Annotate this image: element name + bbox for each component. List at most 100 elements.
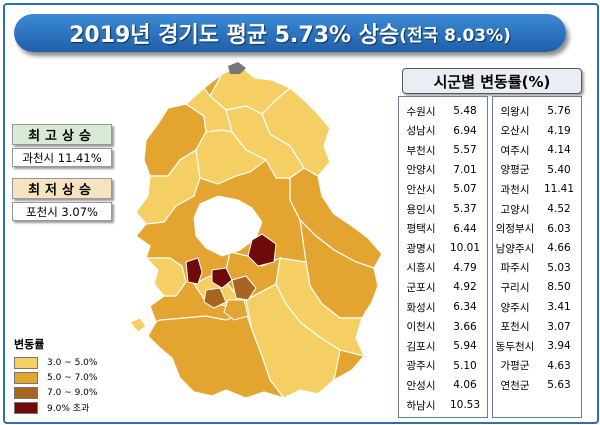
table-title: 시군별 변동률(%) — [402, 68, 582, 94]
title-text: 2019년 경기도 평균 5.73% 상승 (전국 8.03%) — [14, 14, 566, 52]
region-name: 부천시 — [406, 144, 436, 157]
region-hanam — [247, 233, 277, 267]
table-row: 안양시 7.01 — [399, 160, 487, 180]
table-left-column: 수원시 5.48 성남시 6.94 부천시 5.57 안양시 7.01 안산시 5.07 용인시 5.… — [398, 96, 488, 418]
region-west-mid — [135, 149, 201, 225]
table-row: 연천군 5.63 — [493, 375, 581, 395]
region-center-north — [195, 129, 268, 185]
region-value: 5.40 — [547, 163, 571, 176]
legend-label-3: 7.0 ~ 9.0% — [47, 387, 98, 398]
region-value: 5.94 — [453, 340, 477, 353]
title-main: 2019년 경기도 평균 5.73% 상승 — [69, 23, 400, 48]
table-row: 부천시 5.57 — [399, 140, 487, 160]
title-sub: (전국 8.03%) — [399, 25, 511, 46]
region-name: 화성시 — [406, 301, 436, 314]
region-value: 4.19 — [547, 124, 571, 137]
region-value: 5.63 — [547, 379, 571, 392]
region-name: 구리시 — [500, 281, 530, 294]
region-value: 4.92 — [453, 281, 477, 294]
region-anyang — [203, 287, 227, 309]
region-value: 6.44 — [453, 222, 477, 235]
legend-item: 7.0 ~ 9.0% — [14, 385, 129, 400]
table-row: 안산시 5.07 — [399, 179, 487, 199]
lowest-header: 최저상승 — [12, 178, 112, 199]
region-gwangmyeong — [185, 257, 203, 285]
region-name: 양주시 — [500, 301, 530, 314]
region-value: 3.66 — [453, 320, 477, 333]
region-name: 안성시 — [406, 379, 436, 392]
region-name: 용인시 — [406, 203, 436, 216]
region-value: 8.50 — [547, 281, 571, 294]
legend-item: 3.0 ~ 5.0% — [14, 355, 129, 370]
highest-value: 과천시 11.41% — [12, 148, 112, 167]
region-value: 4.63 — [547, 359, 571, 372]
legend-title: 변동률 — [14, 338, 45, 351]
region-name: 남양주시 — [495, 242, 535, 255]
legend-swatch-2 — [14, 371, 38, 384]
region-value: 4.79 — [453, 261, 477, 274]
island-2 — [228, 62, 246, 74]
map-legend: 변동률 3.0 ~ 5.0% 5.0 ~ 7.0% 7.0 ~ 9.0% 9.0… — [14, 336, 129, 415]
table-row: 여주시 4.14 — [493, 140, 581, 160]
region-value: 10.01 — [449, 242, 481, 255]
legend-swatch-1 — [14, 356, 38, 369]
highest-header: 최고상승 — [12, 124, 112, 145]
region-value: 10.53 — [449, 399, 481, 411]
region-value: 4.14 — [547, 144, 571, 157]
table-row: 이천시 3.66 — [399, 317, 487, 337]
region-name: 가평군 — [500, 360, 530, 373]
table-row: 구리시 8.50 — [493, 277, 581, 297]
region-value: 5.76 — [547, 105, 571, 117]
region-name: 포천시 — [500, 321, 530, 334]
table-row: 가평군 4.63 — [493, 356, 581, 376]
title-banner: 2019년 경기도 평균 5.73% 상승 (전국 8.03%) — [14, 14, 566, 52]
table-row: 김포시 5.94 — [399, 336, 487, 356]
table-row: 과천시 11.41 — [493, 179, 581, 199]
table-row: 의왕시 5.76 — [493, 101, 581, 121]
lowest-card: 최저상승 포천시 3.07% — [12, 178, 112, 221]
table-row: 성남시 6.94 — [399, 121, 487, 141]
table-row: 동두천시 3.94 — [493, 336, 581, 356]
legend-swatch-4 — [14, 401, 38, 414]
table-row: 광명시 10.01 — [399, 238, 487, 258]
region-name: 동두천시 — [495, 340, 535, 353]
table-row: 파주시 5.03 — [493, 258, 581, 278]
table-row: 오산시 4.19 — [493, 121, 581, 141]
table-row: 포천시 3.07 — [493, 317, 581, 337]
table-row: 양평군 5.40 — [493, 160, 581, 180]
region-value: 4.06 — [453, 379, 477, 392]
legend-item: 5.0 ~ 7.0% — [14, 370, 129, 385]
region-value: 4.52 — [547, 203, 571, 215]
region-name: 연천군 — [500, 379, 530, 392]
region-value: 6.94 — [453, 124, 477, 137]
table-right-column: 의왕시 5.76 오산시 4.19 여주시 4.14 양평군 5.40 과천시 11.41 고양시 4… — [492, 96, 582, 418]
region-name: 시흥시 — [406, 262, 436, 275]
region-west-coast — [144, 257, 187, 297]
lowest-value: 포천시 3.07% — [12, 202, 112, 221]
region-name: 이천시 — [406, 321, 436, 334]
region-value: 6.34 — [453, 301, 477, 313]
region-value: 5.03 — [547, 261, 571, 274]
table-row: 광주시 5.10 — [399, 356, 487, 376]
legend-label-1: 3.0 ~ 5.0% — [47, 357, 98, 368]
table-row: 양주시 3.41 — [493, 297, 581, 317]
island-1 — [129, 317, 147, 333]
table-row: 의정부시 6.03 — [493, 219, 581, 239]
region-value: 7.01 — [453, 163, 477, 176]
region-name: 하남시 — [406, 399, 436, 412]
region-name: 수원시 — [406, 105, 436, 118]
region-value: 3.41 — [547, 301, 571, 313]
highest-card: 최고상승 과천시 11.41% — [12, 124, 112, 167]
region-name: 군포시 — [406, 281, 436, 294]
table-row: 군포시 4.92 — [399, 277, 487, 297]
region-name: 광주시 — [406, 360, 436, 373]
table-row: 안성시 4.06 — [399, 375, 487, 395]
table-row: 시흥시 4.79 — [399, 258, 487, 278]
legend-label-4: 9.0% 초과 — [47, 404, 90, 414]
region-gwacheon — [211, 267, 233, 289]
table-row: 화성시 6.34 — [399, 297, 487, 317]
region-name: 의정부시 — [495, 223, 535, 236]
region-name: 김포시 — [406, 340, 436, 353]
region-name: 성남시 — [406, 125, 436, 138]
region-value: 3.94 — [547, 340, 571, 353]
